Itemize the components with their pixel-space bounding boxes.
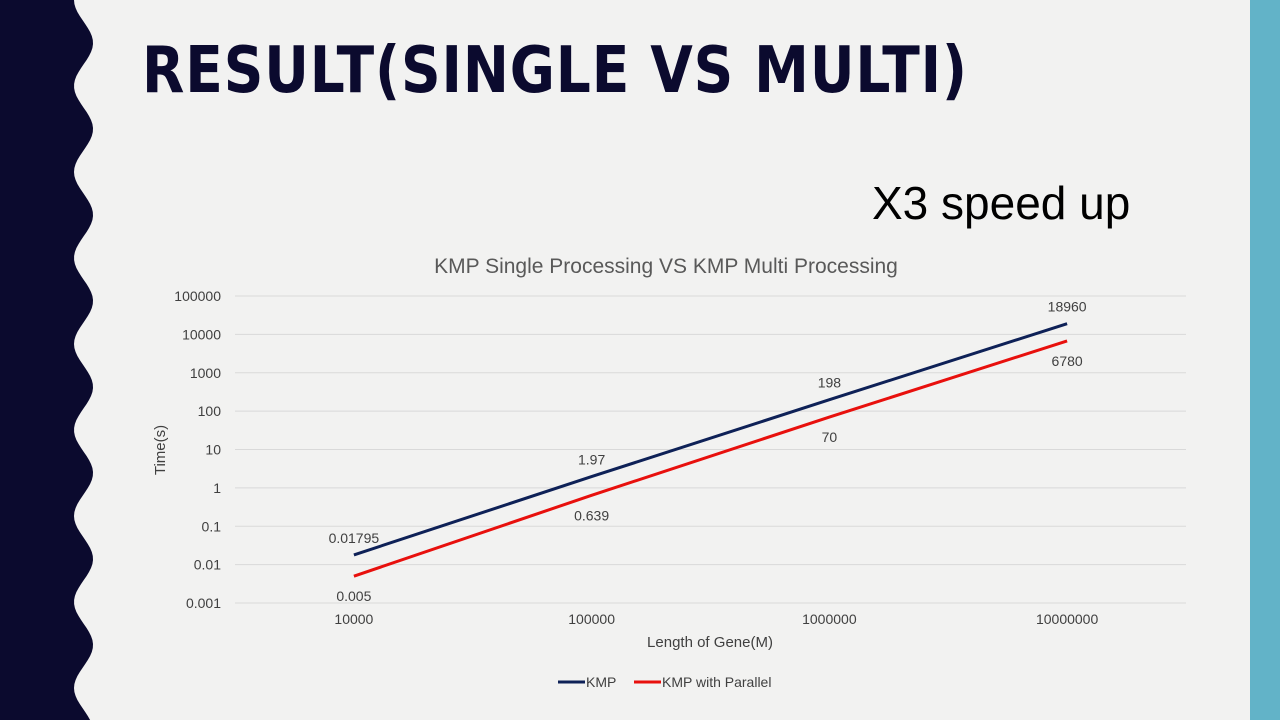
data-label: 70 [822, 429, 838, 445]
x-tick-label: 10000 [334, 611, 373, 627]
data-labels: 0.01795 1.97 198 18960 0.005 0.639 70 6780 [329, 299, 1087, 604]
line-chart: KMP Single Processing VS KMP Multi Proce… [152, 255, 1186, 690]
series-line-kmp-with-parallel [353, 339, 1068, 578]
y-tick-label: 10 [205, 442, 221, 458]
x-tick-label: 10000000 [1036, 611, 1099, 627]
series-line-kmp [353, 322, 1068, 557]
x-tick-labels: 10000 100000 1000000 10000000 [334, 611, 1098, 627]
wavy-band-shape [0, 0, 93, 720]
y-tick-label: 100000 [174, 288, 221, 304]
x-tick-label: 1000000 [802, 611, 857, 627]
series-lines [353, 322, 1068, 578]
y-tick-label: 1 [213, 480, 221, 496]
data-label: 0.01795 [329, 530, 380, 546]
legend-label: KMP [586, 674, 616, 690]
slide-title: RESULT(SINGLE VS MULTI) [142, 34, 968, 108]
y-tick-label: 0.1 [202, 518, 222, 534]
data-label: 18960 [1048, 299, 1087, 315]
y-tick-label: 100 [198, 403, 222, 419]
y-tick-label: 10000 [182, 326, 221, 342]
gridlines [235, 295, 1186, 604]
data-label: 1.97 [578, 452, 605, 468]
data-label: 198 [818, 375, 842, 391]
left-wavy-band [0, 0, 93, 720]
data-label: 0.639 [574, 507, 609, 523]
right-accent-band [1250, 0, 1280, 720]
data-label: 0.005 [336, 588, 371, 604]
legend: KMP KMP with Parallel [558, 674, 771, 690]
x-tick-label: 100000 [568, 611, 615, 627]
x-axis-label: Length of Gene(M) [647, 634, 773, 651]
y-axis-label: Time(s) [152, 425, 169, 475]
chart-title: KMP Single Processing VS KMP Multi Proce… [434, 255, 898, 278]
legend-item: KMP with Parallel [634, 674, 771, 690]
y-tick-labels: 100000 10000 1000 100 10 1 0.1 0.01 0.001 [174, 288, 221, 611]
legend-label: KMP with Parallel [662, 674, 771, 690]
legend-item: KMP [558, 674, 616, 690]
data-label: 6780 [1052, 353, 1083, 369]
speedup-note: X3 speed up [872, 177, 1131, 229]
y-tick-label: 0.001 [186, 595, 221, 611]
y-tick-label: 1000 [190, 365, 221, 381]
y-tick-label: 0.01 [194, 557, 221, 573]
